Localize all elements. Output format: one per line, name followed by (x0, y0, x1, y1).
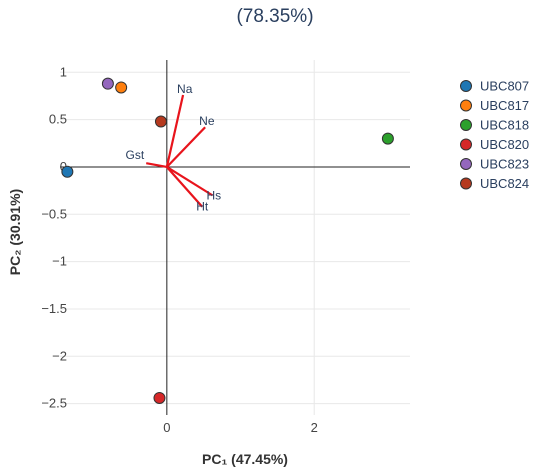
point-ubc807 (61, 165, 74, 178)
legend-marker (460, 177, 472, 190)
legend-label: UBC824 (480, 176, 529, 191)
y-tick-label: −2 (52, 348, 67, 363)
y-tick-label: 0 (60, 159, 67, 174)
vector-ht (166, 166, 204, 208)
y-tick-label: −1 (52, 254, 67, 269)
legend-label: UBC820 (480, 137, 529, 152)
point-ubc820 (153, 391, 166, 404)
x-tick-label: 0 (163, 420, 170, 435)
point-ubc823 (101, 77, 114, 90)
legend-label: UBC823 (480, 157, 529, 172)
legend-label: UBC818 (480, 118, 529, 133)
vector-label: Ht (196, 200, 209, 214)
y-tick-label: 1 (60, 64, 67, 79)
legend-label: UBC807 (480, 79, 529, 94)
vector-label: Gst (126, 148, 145, 162)
point-ubc824 (154, 115, 167, 128)
legend-marker (460, 80, 472, 92)
legend-marker (460, 138, 472, 151)
vector-hs (166, 166, 214, 197)
vector-label: Hs (207, 188, 222, 202)
legend-marker (460, 119, 472, 131)
point-ubc818 (381, 132, 394, 145)
vector-ne (166, 126, 206, 168)
y-tick-label: −0.5 (41, 206, 67, 221)
x-tick-label: 2 (311, 420, 318, 435)
vector-label: Na (177, 82, 193, 96)
y-tick-label: 0.5 (49, 112, 67, 127)
y-tick-label: −2.5 (41, 396, 67, 411)
grid (60, 60, 410, 415)
tick-labels: 0 2 1 0.5 0 −0.5 −1 −1.5 −2 −2.5 (41, 64, 317, 435)
point-ubc817 (115, 81, 128, 94)
y-tick-label: −1.5 (41, 301, 67, 316)
vector-label: Ne (199, 114, 215, 128)
legend: UBC807 UBC817 UBC818 UBC820 UBC823 UBC824 (460, 79, 529, 191)
chart-title: (78.35%) (236, 6, 314, 27)
legend-label: UBC817 (480, 98, 529, 113)
vector-na (165, 94, 185, 168)
zero-lines (60, 60, 410, 415)
legend-marker (460, 158, 472, 170)
y-axis-title: PC₂ (30.91%) (7, 189, 23, 275)
legend-marker (460, 99, 472, 112)
vector-gst (146, 162, 168, 169)
score-points (61, 77, 394, 404)
x-axis-title: PC₁ (47.45%) (202, 451, 288, 467)
